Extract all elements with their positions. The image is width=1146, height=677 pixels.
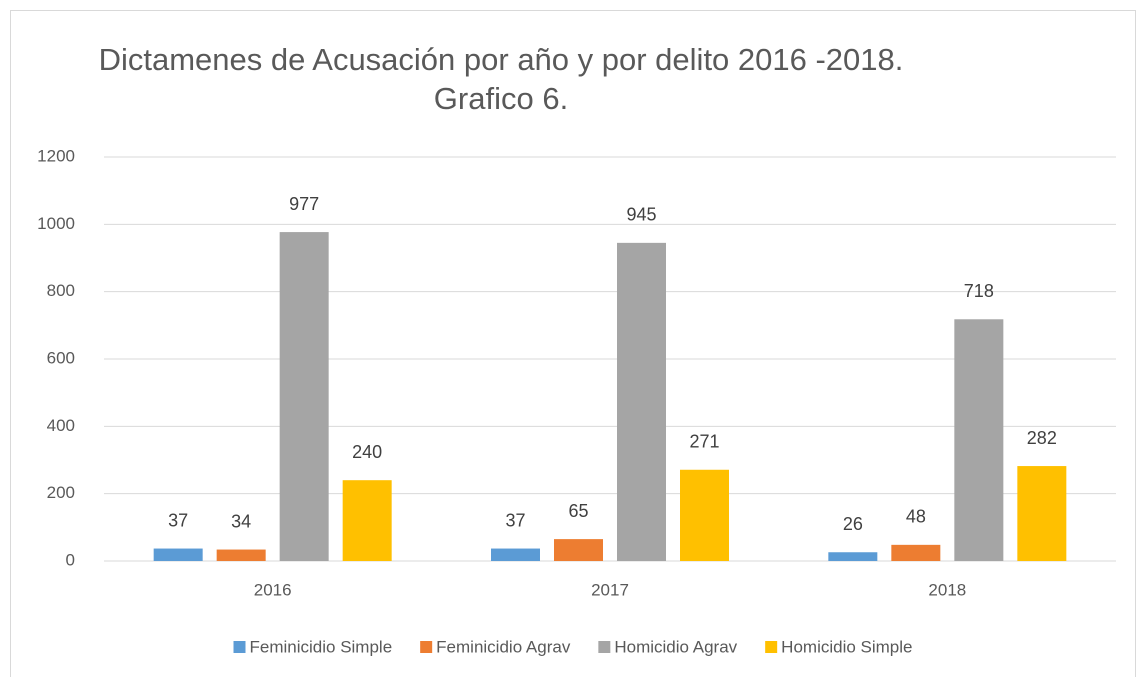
y-tick-label: 1200 — [37, 146, 75, 165]
data-label: 282 — [1027, 428, 1057, 448]
legend-label: Feminicidio Agrav — [436, 637, 571, 656]
data-label: 37 — [168, 510, 188, 530]
legend-swatch — [765, 641, 778, 653]
chart-title: Dictamenes de Acusación por año y por de… — [99, 42, 904, 77]
bar — [279, 232, 329, 561]
legend-swatch — [598, 641, 611, 653]
y-tick-label: 1000 — [37, 214, 75, 233]
bar — [954, 319, 1004, 561]
bar — [1017, 466, 1067, 561]
legend-label: Feminicidio Simple — [250, 637, 393, 656]
data-label: 271 — [689, 432, 719, 452]
legend-label: Homicidio Agrav — [614, 637, 737, 656]
y-tick-label: 200 — [47, 483, 75, 502]
y-tick-label: 0 — [66, 550, 75, 569]
bar — [342, 480, 392, 561]
bar — [554, 539, 603, 561]
data-label: 37 — [505, 510, 525, 530]
legend-swatch — [420, 641, 433, 653]
data-label: 977 — [289, 194, 319, 214]
chart-frame — [10, 10, 1136, 677]
legend-label: Homicidio Simple — [781, 637, 912, 656]
x-tick-label: 2016 — [254, 580, 292, 599]
y-tick-label: 400 — [47, 416, 75, 435]
data-label: 718 — [964, 281, 994, 301]
bar — [491, 548, 540, 561]
bar — [617, 242, 666, 561]
data-label: 34 — [231, 511, 251, 531]
legend-swatch — [233, 641, 246, 653]
data-label: 945 — [626, 205, 656, 225]
y-tick-label: 800 — [47, 281, 75, 300]
data-label: 240 — [352, 442, 382, 462]
data-label: 65 — [568, 501, 588, 521]
bar — [216, 549, 266, 561]
data-label: 26 — [843, 514, 863, 534]
x-tick-label: 2017 — [591, 580, 629, 599]
x-tick-label: 2018 — [928, 580, 966, 599]
bar — [891, 544, 941, 561]
bar — [153, 548, 203, 561]
bar — [828, 552, 878, 561]
bar — [680, 469, 729, 561]
data-label: 48 — [906, 507, 926, 527]
chart-title: Grafico 6. — [434, 81, 568, 116]
y-tick-label: 600 — [47, 348, 75, 367]
